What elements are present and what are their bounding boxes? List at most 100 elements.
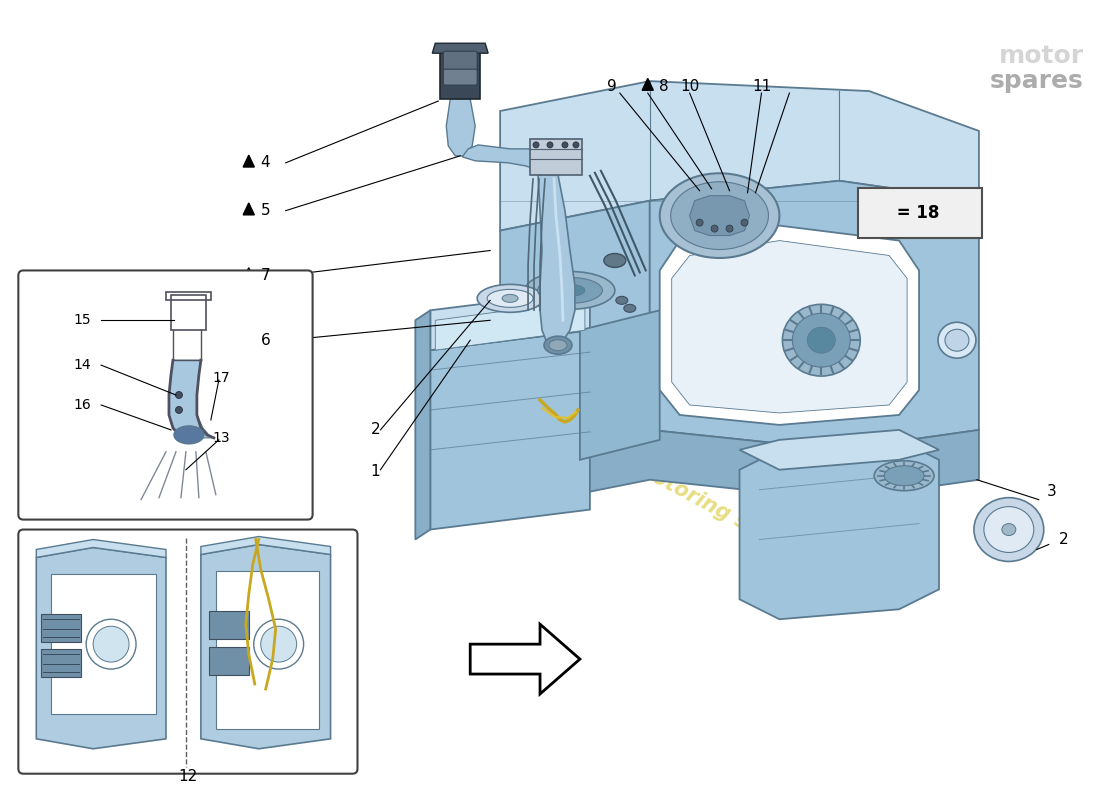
- Ellipse shape: [874, 461, 934, 490]
- Circle shape: [94, 626, 129, 662]
- Text: 7: 7: [261, 268, 271, 283]
- Circle shape: [534, 142, 539, 148]
- Polygon shape: [470, 624, 580, 694]
- Polygon shape: [201, 537, 331, 554]
- Polygon shape: [500, 201, 650, 460]
- Polygon shape: [500, 430, 979, 510]
- Text: 2: 2: [371, 422, 381, 438]
- Ellipse shape: [974, 498, 1044, 562]
- Polygon shape: [436, 300, 585, 350]
- Polygon shape: [56, 358, 67, 370]
- Polygon shape: [462, 145, 548, 170]
- Circle shape: [573, 142, 579, 148]
- Polygon shape: [672, 241, 908, 413]
- Polygon shape: [650, 181, 979, 450]
- Ellipse shape: [1002, 523, 1015, 535]
- Polygon shape: [52, 574, 156, 714]
- Polygon shape: [447, 99, 475, 156]
- FancyBboxPatch shape: [530, 139, 582, 174]
- Polygon shape: [642, 78, 653, 90]
- Polygon shape: [440, 46, 481, 99]
- Polygon shape: [432, 43, 488, 54]
- FancyBboxPatch shape: [858, 188, 982, 238]
- Ellipse shape: [487, 290, 534, 307]
- Ellipse shape: [525, 271, 615, 310]
- Ellipse shape: [556, 285, 585, 296]
- Polygon shape: [690, 196, 749, 235]
- Text: motor: motor: [999, 44, 1084, 68]
- Polygon shape: [739, 430, 939, 470]
- Polygon shape: [430, 330, 590, 530]
- Circle shape: [726, 225, 733, 232]
- Text: 1: 1: [371, 464, 381, 479]
- Text: 3: 3: [1047, 484, 1056, 499]
- Polygon shape: [56, 313, 67, 325]
- Ellipse shape: [538, 278, 603, 303]
- Ellipse shape: [671, 182, 769, 250]
- Ellipse shape: [549, 340, 566, 350]
- Text: 12: 12: [178, 769, 198, 784]
- Ellipse shape: [938, 322, 976, 358]
- Ellipse shape: [477, 285, 543, 312]
- Circle shape: [175, 406, 183, 414]
- Polygon shape: [580, 310, 660, 460]
- Ellipse shape: [660, 174, 780, 258]
- Text: passion for motoring since 1985: passion for motoring since 1985: [507, 392, 852, 588]
- Polygon shape: [36, 539, 166, 558]
- Text: 4: 4: [261, 155, 271, 170]
- Polygon shape: [871, 204, 883, 218]
- Circle shape: [86, 619, 136, 669]
- Polygon shape: [243, 155, 254, 167]
- Ellipse shape: [174, 426, 204, 444]
- FancyBboxPatch shape: [19, 530, 358, 774]
- Polygon shape: [538, 174, 575, 345]
- Polygon shape: [238, 430, 249, 442]
- FancyBboxPatch shape: [42, 614, 81, 642]
- Text: 9: 9: [607, 78, 617, 94]
- Text: 11: 11: [751, 78, 771, 94]
- Ellipse shape: [884, 466, 924, 486]
- Polygon shape: [739, 440, 939, 619]
- Polygon shape: [416, 310, 430, 539]
- Circle shape: [175, 391, 183, 398]
- Ellipse shape: [792, 314, 850, 367]
- Polygon shape: [500, 81, 979, 230]
- Polygon shape: [243, 268, 254, 280]
- Ellipse shape: [945, 330, 969, 351]
- Ellipse shape: [807, 327, 835, 353]
- Polygon shape: [430, 290, 590, 350]
- Ellipse shape: [782, 304, 860, 376]
- Text: 2: 2: [1058, 532, 1068, 547]
- Ellipse shape: [604, 254, 626, 267]
- Circle shape: [254, 619, 304, 669]
- FancyBboxPatch shape: [443, 69, 477, 85]
- Circle shape: [741, 219, 748, 226]
- Ellipse shape: [616, 296, 628, 304]
- FancyBboxPatch shape: [209, 647, 249, 675]
- Text: 13: 13: [213, 431, 231, 445]
- Polygon shape: [201, 545, 331, 749]
- Polygon shape: [243, 203, 254, 215]
- Polygon shape: [36, 547, 166, 749]
- Text: 8: 8: [659, 78, 669, 94]
- Polygon shape: [169, 360, 213, 438]
- Text: 14: 14: [74, 358, 91, 372]
- Circle shape: [261, 626, 297, 662]
- Polygon shape: [243, 333, 254, 344]
- FancyBboxPatch shape: [443, 51, 477, 71]
- Circle shape: [711, 225, 718, 232]
- Text: = 18: = 18: [891, 204, 939, 222]
- Text: spares: spares: [990, 69, 1084, 93]
- FancyBboxPatch shape: [42, 649, 81, 677]
- Text: 6: 6: [261, 333, 271, 348]
- FancyBboxPatch shape: [19, 270, 312, 519]
- Polygon shape: [56, 398, 67, 409]
- Polygon shape: [660, 226, 920, 425]
- Circle shape: [696, 219, 703, 226]
- Circle shape: [547, 142, 553, 148]
- Ellipse shape: [983, 506, 1034, 553]
- Ellipse shape: [544, 336, 572, 354]
- Text: 17: 17: [213, 371, 231, 385]
- Polygon shape: [238, 370, 249, 382]
- Text: 16: 16: [74, 398, 91, 412]
